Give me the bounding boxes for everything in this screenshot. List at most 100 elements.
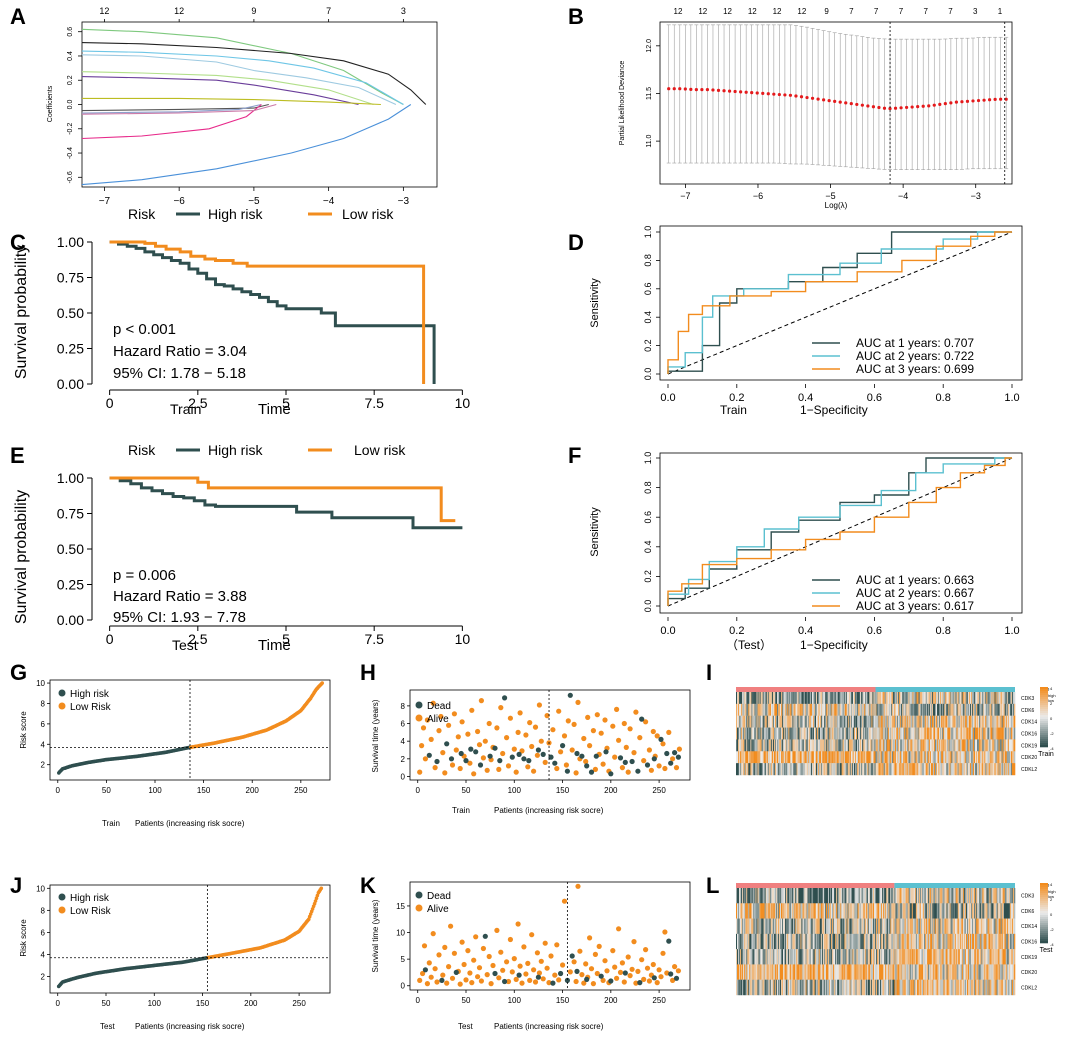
heat-cell	[900, 727, 902, 740]
heat-cell	[955, 727, 957, 740]
heat-cell	[900, 692, 902, 705]
heat-cell	[846, 703, 849, 716]
heat-cell	[925, 918, 927, 935]
heat-cell	[1011, 949, 1014, 965]
panel-b-xlabel: Log(λ)	[825, 201, 848, 210]
heat-cell	[833, 888, 835, 904]
heat-cell	[741, 903, 743, 919]
heat-cell	[895, 964, 897, 980]
heat-cell	[956, 964, 959, 980]
heat-cell	[896, 751, 898, 764]
heat-cell	[1004, 763, 1007, 776]
legend-label-low: Low Risk	[70, 702, 112, 713]
heat-cell	[917, 727, 919, 740]
heat-cell	[886, 949, 888, 965]
heat-cell	[980, 888, 982, 904]
heat-cell	[943, 703, 945, 716]
heat-cell	[737, 751, 739, 764]
heat-cell	[1007, 739, 1010, 752]
heat-cell	[896, 715, 898, 728]
heat-cell	[1003, 918, 1006, 935]
alive-point	[643, 719, 649, 725]
heat-cell	[1012, 703, 1015, 716]
alive-point	[610, 723, 616, 729]
heat-cell	[866, 964, 869, 980]
heat-cell	[996, 763, 998, 776]
panel-j-xlabel: Patients (increasing risk socre)	[135, 1022, 245, 1031]
heat-cell	[967, 727, 970, 740]
heat-cell	[793, 715, 795, 728]
heat-cell	[753, 703, 755, 716]
heat-cell	[753, 964, 755, 980]
heat-cell	[940, 964, 942, 980]
heat-cell	[864, 763, 866, 776]
heat-cell	[756, 933, 758, 950]
heat-cell	[932, 949, 934, 965]
heat-cell	[938, 715, 940, 728]
heat-cell	[778, 918, 781, 935]
heat-cell	[794, 949, 796, 965]
heat-cell	[835, 949, 837, 965]
heat-cell	[760, 703, 762, 716]
heat-cell	[950, 703, 952, 716]
heat-cell	[976, 933, 978, 950]
heat-cell	[965, 918, 968, 935]
heat-cell	[906, 964, 908, 980]
heat-cell	[866, 949, 869, 965]
heat-cell	[981, 727, 983, 740]
heat-cell	[764, 715, 767, 728]
heat-cell	[802, 933, 804, 950]
heat-cell	[830, 692, 832, 705]
heat-cell	[782, 715, 784, 728]
y-tick-label: 4	[401, 737, 406, 746]
heat-cell	[748, 949, 750, 965]
heat-cell	[768, 763, 771, 776]
heat-cell	[1011, 751, 1014, 764]
colorbar-step	[1040, 739, 1048, 742]
set-label: Train	[1038, 751, 1054, 758]
heat-cell	[757, 739, 759, 752]
heat-cell	[926, 949, 928, 965]
heat-cell	[960, 703, 962, 716]
heat-cell	[889, 918, 891, 935]
heat-cell	[740, 751, 742, 764]
heat-cell	[934, 964, 936, 980]
heat-cell	[969, 715, 972, 728]
heat-cell	[906, 933, 908, 950]
heat-cell	[793, 739, 795, 752]
heat-cell	[933, 964, 935, 980]
heat-cell	[829, 715, 831, 728]
heat-cell	[984, 933, 986, 950]
heat-cell	[834, 903, 836, 919]
heat-cell	[874, 933, 877, 950]
top-tick-label: 3	[973, 7, 978, 16]
heat-cell	[928, 903, 930, 919]
heat-cell	[749, 692, 751, 705]
heat-cell	[759, 949, 761, 965]
heat-cell	[994, 933, 996, 950]
heat-cell	[912, 763, 914, 776]
heat-cell	[942, 888, 944, 904]
heat-cell	[868, 739, 870, 752]
alive-point	[504, 959, 510, 965]
dead-point	[622, 759, 628, 766]
heat-cell	[833, 751, 835, 764]
heat-cell	[787, 964, 789, 980]
heat-cell	[742, 703, 744, 716]
heat-cell	[911, 715, 913, 728]
heat-cell	[816, 763, 818, 776]
heat-cell	[810, 964, 812, 980]
heat-cell	[930, 692, 933, 705]
dead-point	[629, 758, 635, 765]
heat-cell	[807, 964, 809, 980]
heat-cell	[762, 751, 764, 764]
heat-cell	[884, 933, 886, 950]
dead-point	[482, 933, 488, 939]
heat-cell	[774, 918, 777, 935]
heat-cell	[844, 918, 846, 935]
heat-cell	[736, 933, 738, 950]
heat-cell	[958, 739, 960, 752]
heat-cell	[783, 739, 785, 752]
alive-point	[480, 755, 486, 761]
heat-cell	[796, 949, 798, 965]
